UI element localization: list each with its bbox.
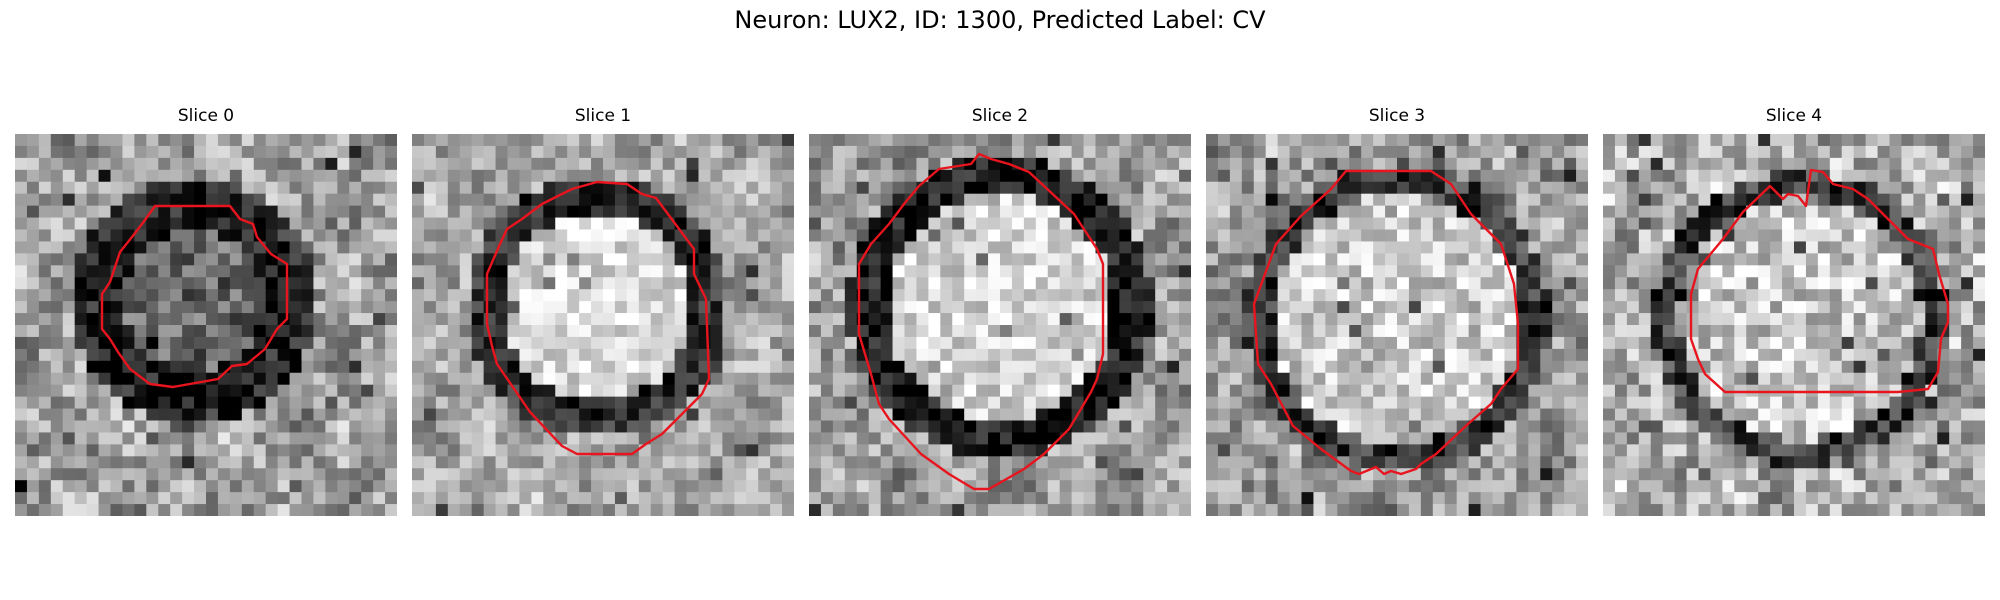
slice-image-0 xyxy=(15,134,397,516)
segmentation-contour-2 xyxy=(857,152,1105,491)
slice-title-1: Slice 1 xyxy=(574,106,632,126)
slice-image-4 xyxy=(1603,134,1985,516)
slice-panel-4: Slice 4 xyxy=(1603,106,1985,516)
slice-panel-1: Slice 1 xyxy=(412,106,794,516)
slice-image-1 xyxy=(412,134,794,516)
segmentation-contour-1 xyxy=(485,180,711,456)
slice-image-2 xyxy=(809,134,1191,516)
segmentation-contour-3 xyxy=(1252,169,1520,476)
slice-title-2: Slice 2 xyxy=(971,106,1029,126)
slice-image-3 xyxy=(1206,134,1588,516)
slice-panel-0: Slice 0 xyxy=(15,106,397,516)
slice-title-3: Slice 3 xyxy=(1368,106,1426,126)
slice-panel-3: Slice 3 xyxy=(1206,106,1588,516)
slice-panel-2: Slice 2 xyxy=(809,106,1191,516)
segmentation-contour-4 xyxy=(1689,168,1950,394)
figure-title: Neuron: LUX2, ID: 1300, Predicted Label:… xyxy=(734,6,1266,34)
segmentation-contour-0 xyxy=(100,204,289,389)
slice-title-0: Slice 0 xyxy=(177,106,235,126)
slice-title-4: Slice 4 xyxy=(1765,106,1823,126)
